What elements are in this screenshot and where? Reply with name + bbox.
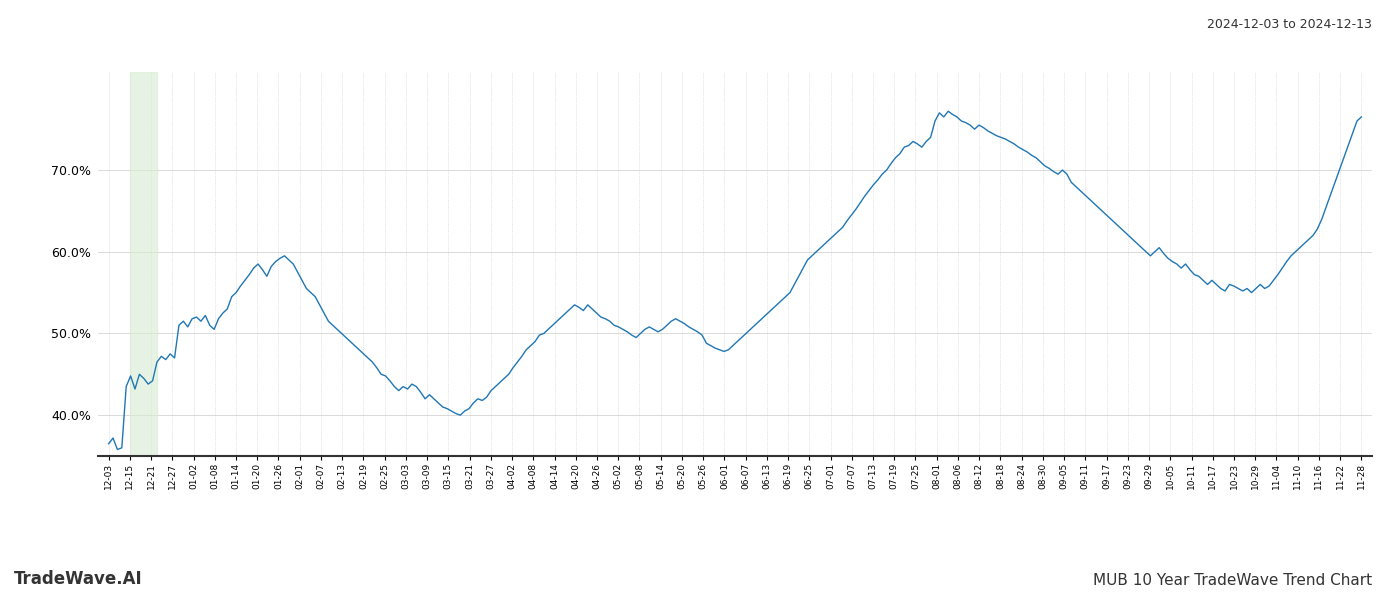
Bar: [130, 72, 157, 456]
Text: TradeWave.AI: TradeWave.AI: [14, 570, 143, 588]
Text: 2024-12-03 to 2024-12-13: 2024-12-03 to 2024-12-13: [1207, 18, 1372, 31]
Text: MUB 10 Year TradeWave Trend Chart: MUB 10 Year TradeWave Trend Chart: [1093, 573, 1372, 588]
